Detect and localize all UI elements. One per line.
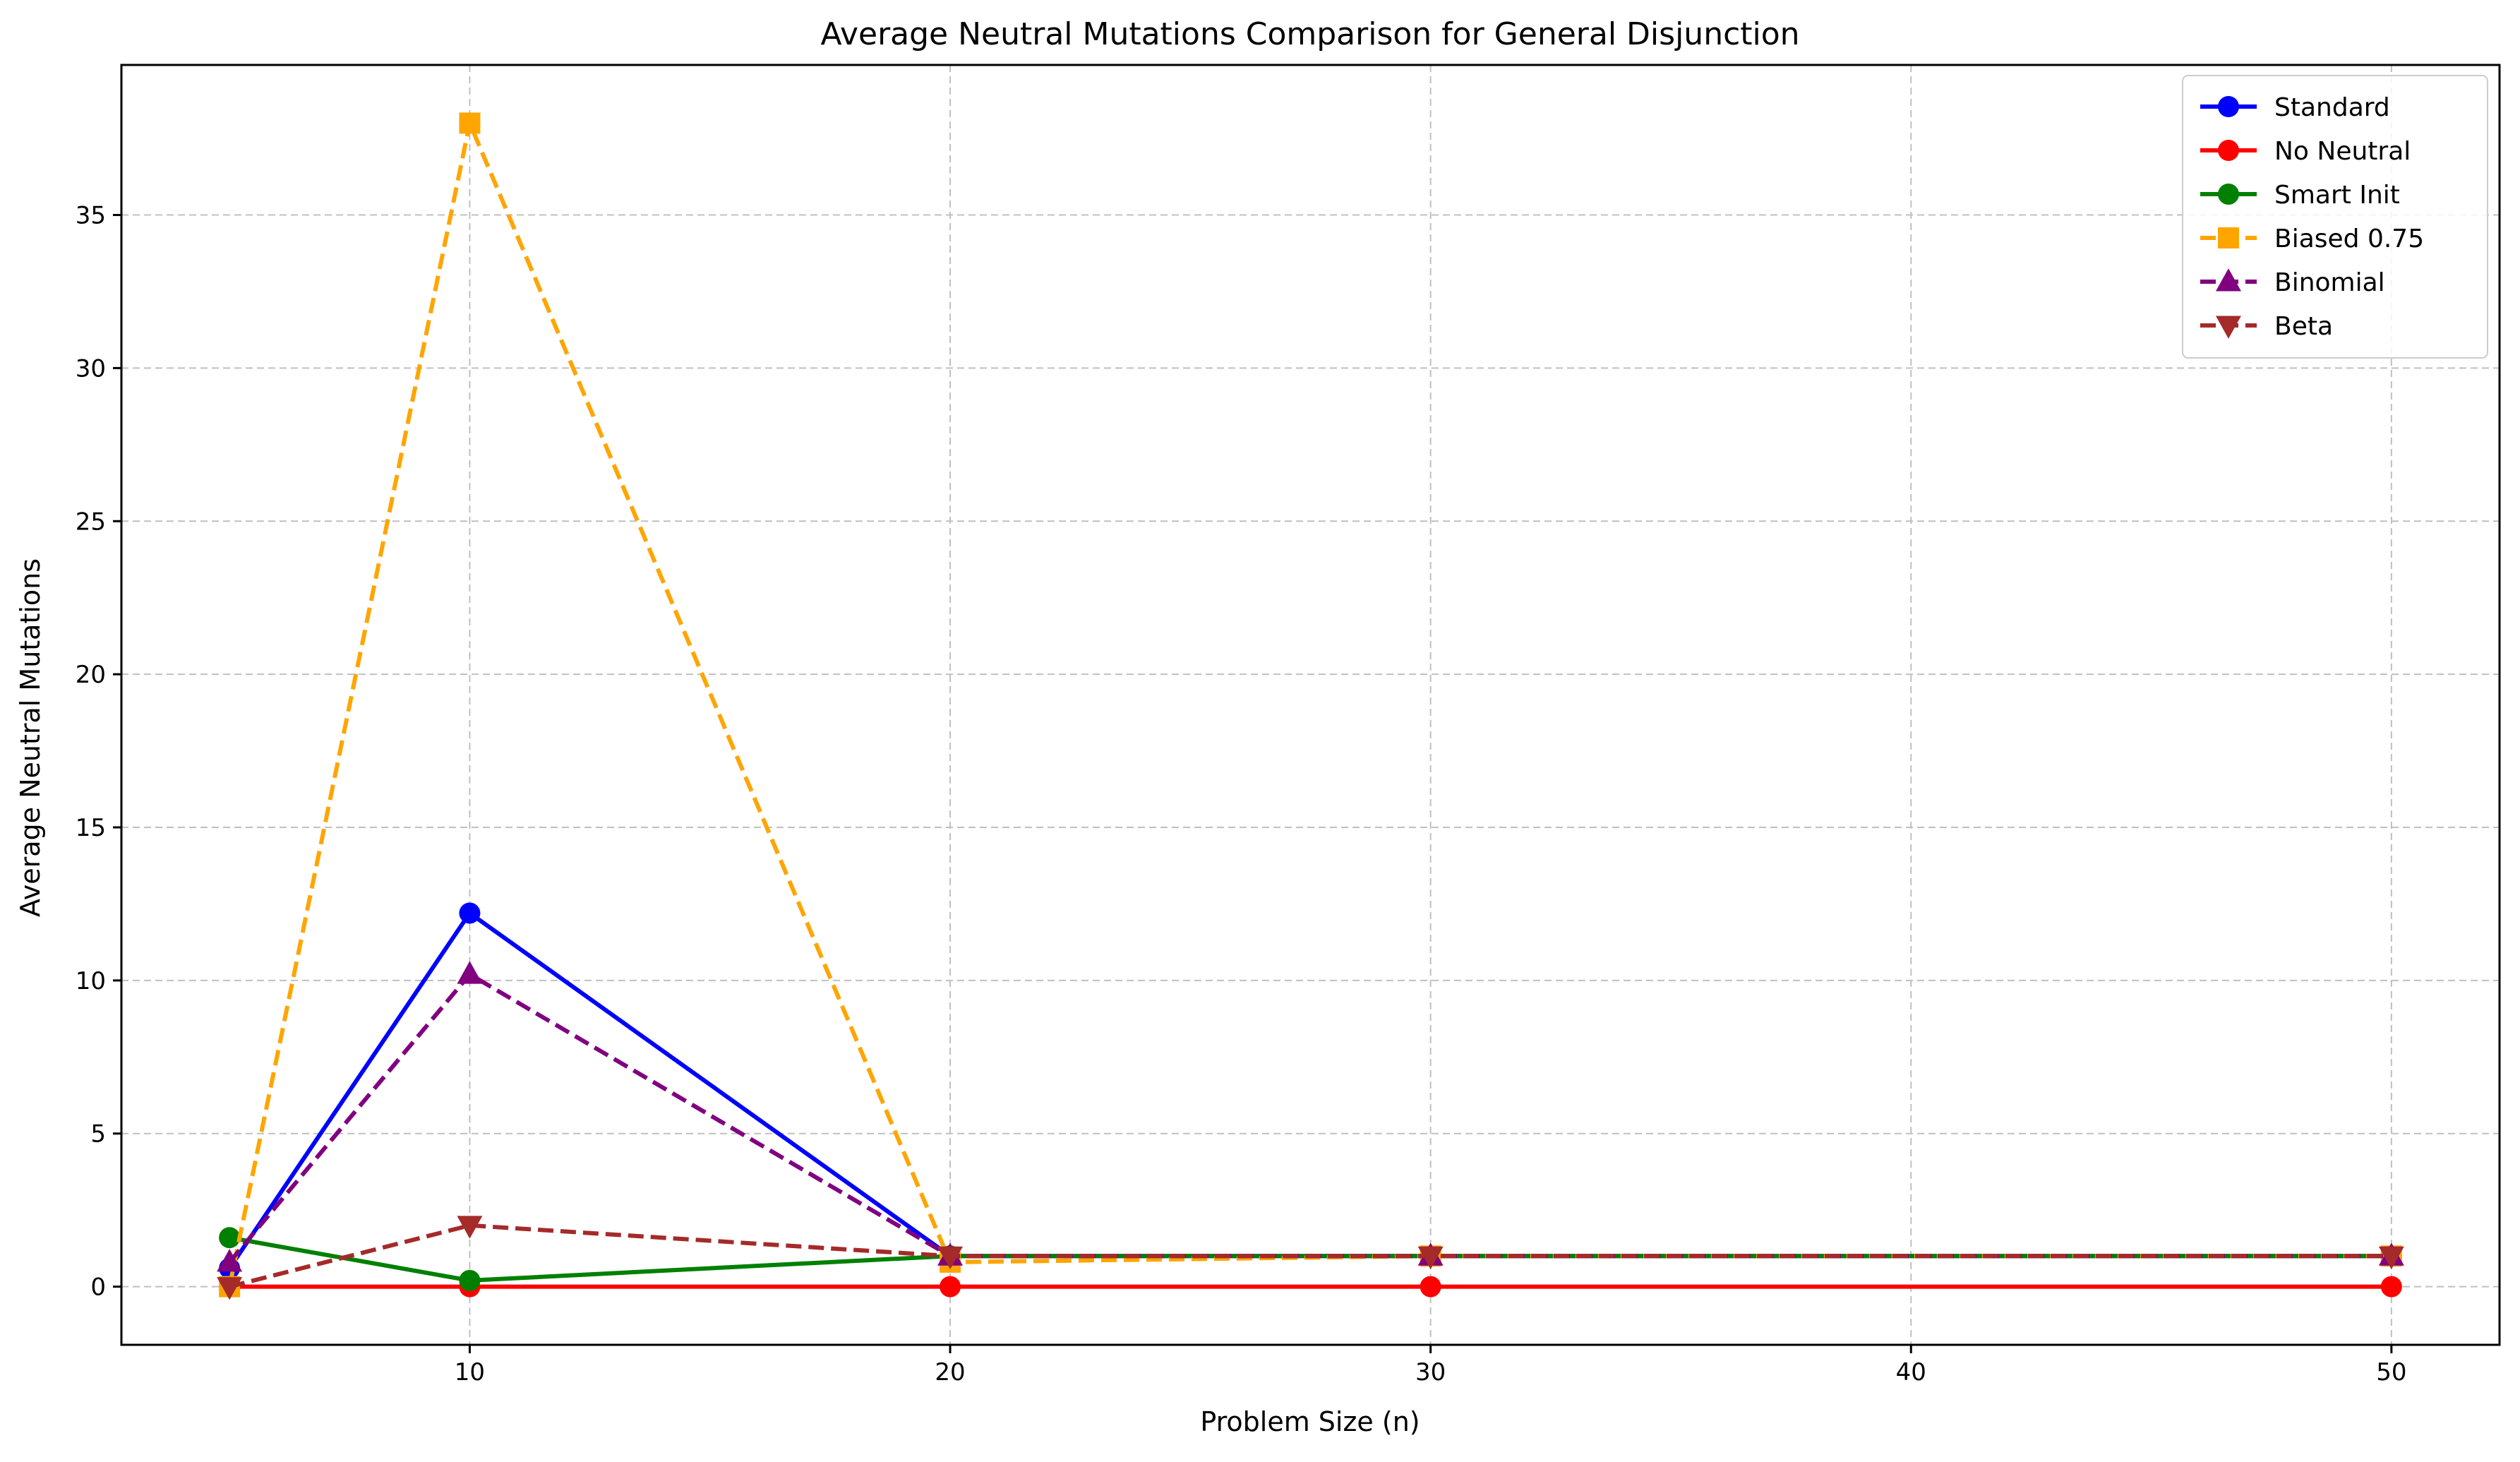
legend-label-smart-init: Smart Init bbox=[2274, 181, 2400, 210]
legend-marker-smart-init bbox=[2218, 184, 2239, 205]
legend-label-binomial: Binomial bbox=[2274, 268, 2385, 297]
x-tick-label: 50 bbox=[2376, 1358, 2406, 1386]
legend: Standard No Neutral Smart Init Biased 0.75 B… bbox=[2182, 75, 2488, 359]
data-point-beta bbox=[217, 1277, 243, 1300]
legend-label-no-neutral: No Neutral bbox=[2274, 137, 2411, 166]
series-beta bbox=[217, 1216, 2404, 1300]
x-tick-label: 10 bbox=[455, 1358, 485, 1386]
y-tick-label: 0 bbox=[90, 1274, 106, 1302]
x-axis-label: Problem Size (n) bbox=[1200, 1406, 1420, 1437]
legend-marker-beta bbox=[2216, 316, 2241, 339]
data-point-no-neutral bbox=[1420, 1276, 1441, 1298]
data-point-beta bbox=[2378, 1246, 2404, 1269]
data-point-binomial bbox=[217, 1249, 243, 1272]
legend-marker-no-neutral bbox=[2218, 140, 2239, 161]
legend-label-biased-0-75: Biased 0.75 bbox=[2274, 224, 2424, 253]
chart-title: Average Neutral Mutations Comparison for… bbox=[820, 16, 1799, 52]
x-tick-label: 20 bbox=[935, 1358, 965, 1386]
x-tick-label: 40 bbox=[1896, 1358, 1926, 1386]
legend-marker-biased-0-75 bbox=[2218, 227, 2239, 248]
y-tick-label: 15 bbox=[76, 814, 106, 842]
data-point-biased-0-75 bbox=[459, 112, 481, 134]
data-point-smart-init bbox=[459, 1269, 481, 1291]
data-point-beta bbox=[937, 1246, 964, 1269]
y-tick-label: 25 bbox=[76, 508, 106, 536]
legend-marker-standard bbox=[2218, 96, 2239, 117]
data-point-smart-init bbox=[219, 1227, 241, 1249]
data-point-standard bbox=[459, 902, 481, 924]
tick-layer: 10 20 30 40 50 0 5 10 15 20 25 30 35 bbox=[76, 202, 2407, 1386]
legend-label-beta: Beta bbox=[2274, 312, 2333, 341]
legend-marker-binomial bbox=[2216, 268, 2241, 292]
legend-box bbox=[2182, 75, 2488, 359]
y-axis-label: Average Neutral Mutations bbox=[15, 558, 46, 917]
y-tick-label: 10 bbox=[76, 967, 106, 995]
legend-label-standard: Standard bbox=[2274, 93, 2390, 122]
y-tick-label: 5 bbox=[90, 1120, 106, 1149]
plot-frame bbox=[120, 64, 2501, 1346]
data-point-beta bbox=[1417, 1246, 1444, 1269]
data-point-beta bbox=[457, 1216, 483, 1239]
y-tick-label: 20 bbox=[76, 661, 106, 689]
y-tick-label: 35 bbox=[76, 202, 106, 230]
y-tick-label: 30 bbox=[76, 354, 106, 383]
data-point-binomial bbox=[457, 961, 483, 984]
data-point-no-neutral bbox=[940, 1276, 961, 1298]
data-point-no-neutral bbox=[2380, 1276, 2402, 1298]
x-tick-label: 30 bbox=[1415, 1358, 1446, 1386]
series-layer bbox=[217, 112, 2404, 1300]
